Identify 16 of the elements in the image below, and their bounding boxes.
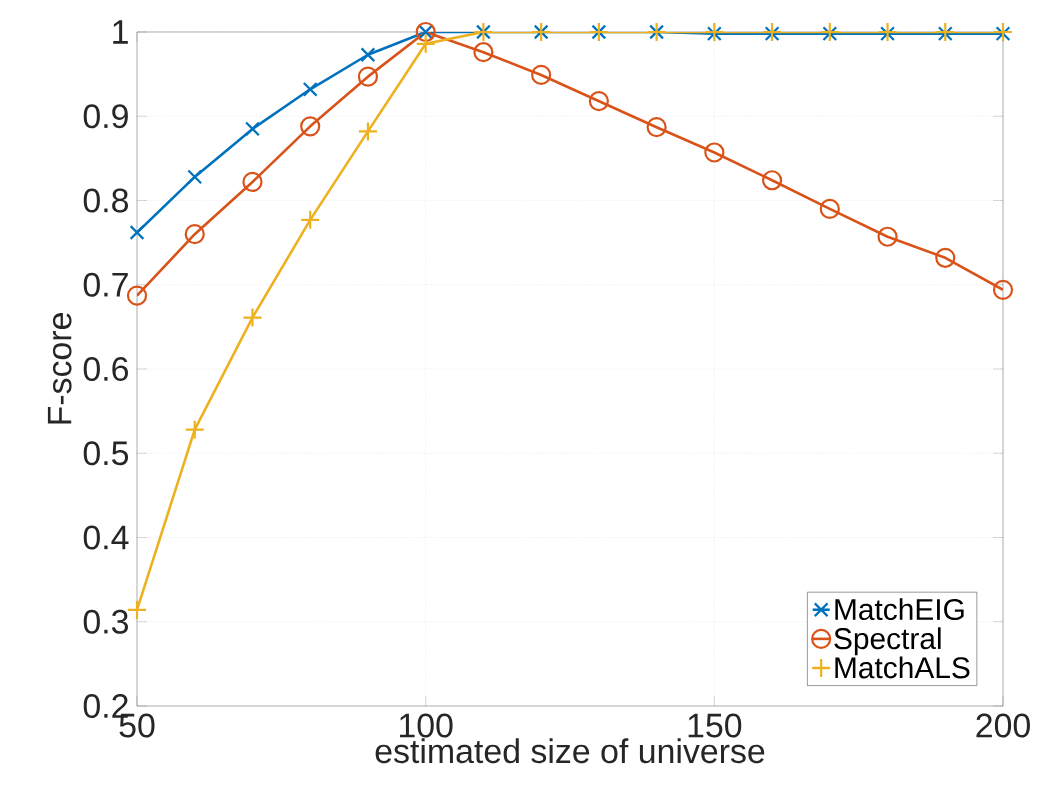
legend-label: Spectral: [834, 627, 941, 656]
x-tick-label: 150: [688, 713, 742, 738]
legend-label: MatchEIG: [835, 598, 964, 621]
y-tick-label: 0.5: [83, 441, 129, 466]
y-tick-label: 0.7: [83, 272, 128, 297]
y-tick-label: 0.3: [83, 609, 128, 634]
y-tick-label: 0.6: [83, 357, 128, 381]
y-tick-label: 1: [113, 20, 128, 44]
y-tick-label: 0.4: [83, 525, 129, 550]
legend-label: MatchALS: [835, 656, 970, 679]
y-axis-title: F-score: [47, 313, 72, 424]
x-tick-label: 100: [399, 713, 453, 738]
x-tick-label: 200: [976, 713, 1030, 738]
y-tick-label: 0.9: [83, 104, 128, 129]
y-tick-label: 0.8: [83, 188, 129, 213]
x-axis-title: estimated size of universe: [375, 738, 765, 764]
